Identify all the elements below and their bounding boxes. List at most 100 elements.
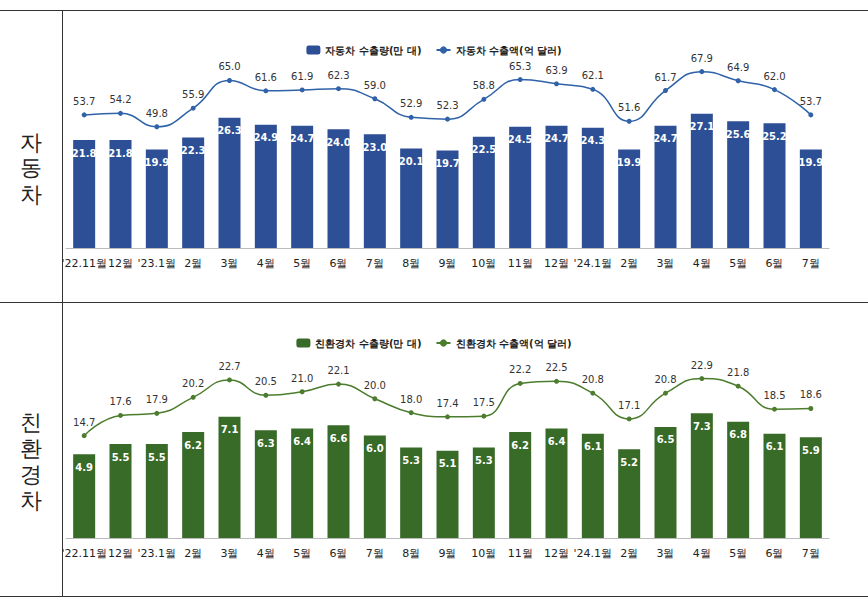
svg-text:6.1: 6.1 <box>584 441 602 452</box>
svg-text:5.1: 5.1 <box>439 458 457 469</box>
svg-text:6.8: 6.8 <box>729 429 747 440</box>
svg-text:49.8: 49.8 <box>146 108 168 119</box>
svg-text:12월: 12월 <box>108 547 133 560</box>
svg-text:8월: 8월 <box>402 547 420 560</box>
svg-text:24.7: 24.7 <box>290 133 315 144</box>
svg-text:3월: 3월 <box>221 257 239 270</box>
svg-text:22.5: 22.5 <box>545 362 567 373</box>
svg-text:17.9: 17.9 <box>146 394 168 405</box>
svg-text:5.3: 5.3 <box>402 455 420 466</box>
svg-text:21.8: 21.8 <box>727 367 749 378</box>
svg-text:19.9: 19.9 <box>798 157 823 168</box>
svg-text:21.0: 21.0 <box>291 373 313 384</box>
svg-text:8월: 8월 <box>402 257 420 270</box>
svg-text:6.4: 6.4 <box>548 436 566 447</box>
svg-text:17.5: 17.5 <box>473 397 495 408</box>
svg-text:20.1: 20.1 <box>399 156 424 167</box>
svg-text:친환경차 수출량(만 대): 친환경차 수출량(만 대) <box>315 338 421 349</box>
svg-text:6.4: 6.4 <box>293 436 311 447</box>
svg-text:12월: 12월 <box>544 257 569 270</box>
svg-text:18.0: 18.0 <box>400 394 422 405</box>
svg-text:19.7: 19.7 <box>435 158 460 169</box>
svg-text:17.1: 17.1 <box>618 400 640 411</box>
svg-text:12월: 12월 <box>544 547 569 560</box>
svg-text:11월: 11월 <box>508 547 533 560</box>
svg-text:6.3: 6.3 <box>257 438 275 449</box>
svg-text:24.7: 24.7 <box>544 133 569 144</box>
svg-text:24.7: 24.7 <box>653 133 678 144</box>
svg-text:22.1: 22.1 <box>327 365 349 376</box>
svg-text:6.5: 6.5 <box>657 434 675 445</box>
svg-text:5.5: 5.5 <box>148 452 166 463</box>
svg-text:62.3: 62.3 <box>327 70 349 81</box>
svg-text:51.6: 51.6 <box>618 102 640 113</box>
svg-text:19.9: 19.9 <box>144 157 169 168</box>
svg-text:5.2: 5.2 <box>620 457 638 468</box>
svg-text:20.8: 20.8 <box>582 374 604 385</box>
svg-text:9월: 9월 <box>439 547 457 560</box>
svg-text:3월: 3월 <box>657 257 675 270</box>
svg-text:친환경차 수출액(억 달러): 친환경차 수출액(억 달러) <box>456 338 572 349</box>
svg-text:6.2: 6.2 <box>184 440 202 451</box>
svg-text:65.0: 65.0 <box>218 61 240 72</box>
svg-text:22.3: 22.3 <box>181 145 206 156</box>
svg-text:53.7: 53.7 <box>800 96 822 107</box>
svg-text:7.3: 7.3 <box>693 421 711 432</box>
svg-text:'23.1월: '23.1월 <box>138 547 177 560</box>
svg-text:4월: 4월 <box>693 257 711 270</box>
svg-text:7월: 7월 <box>802 547 820 560</box>
svg-text:62.0: 62.0 <box>763 71 785 82</box>
svg-text:3월: 3월 <box>221 547 239 560</box>
svg-text:6월: 6월 <box>766 257 784 270</box>
svg-text:61.9: 61.9 <box>291 71 313 82</box>
svg-text:4월: 4월 <box>257 257 275 270</box>
svg-text:5월: 5월 <box>729 547 747 560</box>
svg-text:18.6: 18.6 <box>800 389 822 400</box>
svg-text:14.7: 14.7 <box>73 417 95 428</box>
svg-text:24.0: 24.0 <box>326 137 351 148</box>
svg-text:9월: 9월 <box>439 257 457 270</box>
svg-text:65.3: 65.3 <box>509 61 531 72</box>
svg-text:22.9: 22.9 <box>691 360 713 371</box>
svg-text:'22.11월: '22.11월 <box>61 547 107 560</box>
svg-text:5월: 5월 <box>729 257 747 270</box>
svg-text:17.4: 17.4 <box>436 398 458 409</box>
svg-text:61.6: 61.6 <box>255 72 277 83</box>
svg-text:18.5: 18.5 <box>763 390 785 401</box>
svg-text:61.7: 61.7 <box>654 72 676 83</box>
svg-text:7월: 7월 <box>802 257 820 270</box>
svg-text:'22.11월: '22.11월 <box>61 257 107 270</box>
svg-text:22.7: 22.7 <box>218 361 240 372</box>
svg-text:58.8: 58.8 <box>473 80 495 91</box>
svg-text:27.1: 27.1 <box>689 121 714 132</box>
svg-text:20.5: 20.5 <box>255 376 277 387</box>
svg-text:자동차 수출액(억 달러): 자동차 수출액(억 달러) <box>456 45 562 56</box>
svg-text:20.2: 20.2 <box>182 378 204 389</box>
svg-text:59.0: 59.0 <box>364 80 386 91</box>
svg-text:7월: 7월 <box>366 547 384 560</box>
svg-text:4월: 4월 <box>693 547 711 560</box>
svg-text:10월: 10월 <box>471 547 496 560</box>
svg-text:20.0: 20.0 <box>364 380 386 391</box>
svg-text:24.9: 24.9 <box>253 132 278 143</box>
svg-text:12월: 12월 <box>108 257 133 270</box>
svg-text:5.9: 5.9 <box>802 445 820 456</box>
svg-text:6월: 6월 <box>330 547 348 560</box>
svg-text:19.9: 19.9 <box>617 157 642 168</box>
svg-text:2월: 2월 <box>620 547 638 560</box>
svg-text:20.8: 20.8 <box>654 374 676 385</box>
svg-text:5월: 5월 <box>293 257 311 270</box>
svg-text:2월: 2월 <box>620 257 638 270</box>
svg-text:62.1: 62.1 <box>582 70 604 81</box>
svg-text:자동차 수출량(만 대): 자동차 수출량(만 대) <box>325 45 421 56</box>
svg-text:25.2: 25.2 <box>762 131 787 142</box>
svg-text:55.9: 55.9 <box>182 89 204 100</box>
svg-text:6.2: 6.2 <box>511 440 529 451</box>
svg-text:6월: 6월 <box>330 257 348 270</box>
svg-text:2월: 2월 <box>184 547 202 560</box>
svg-text:54.2: 54.2 <box>109 94 131 105</box>
svg-text:7월: 7월 <box>366 257 384 270</box>
svg-text:25.6: 25.6 <box>726 129 751 140</box>
svg-text:24.5: 24.5 <box>508 134 533 145</box>
svg-text:26.3: 26.3 <box>217 125 242 136</box>
